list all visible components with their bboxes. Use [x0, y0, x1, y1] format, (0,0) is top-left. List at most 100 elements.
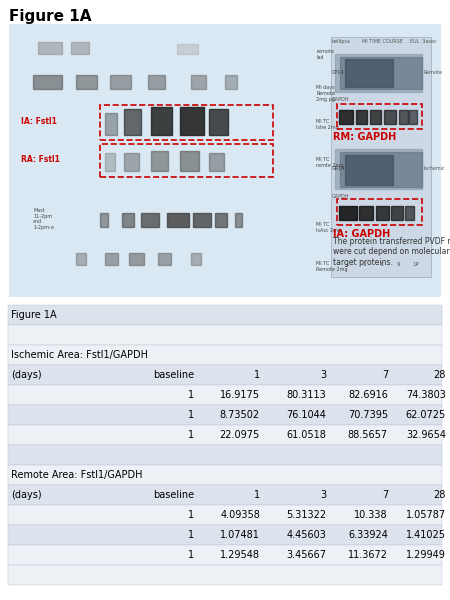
Bar	[8, 385, 442, 405]
Text: (days): (days)	[11, 370, 41, 380]
Bar	[76, 253, 86, 265]
Bar	[339, 206, 356, 220]
Bar	[100, 144, 273, 177]
Text: 28: 28	[434, 490, 446, 500]
Text: 1: 1	[188, 410, 194, 420]
Bar	[339, 110, 353, 124]
Text: GAPDH: GAPDH	[332, 97, 349, 102]
Bar	[356, 110, 367, 124]
Text: 10.338: 10.338	[355, 510, 388, 520]
Text: Figure 1A: Figure 1A	[9, 9, 91, 24]
Bar	[8, 345, 442, 365]
Bar	[8, 505, 442, 525]
Bar	[72, 42, 89, 54]
Text: baseline: baseline	[153, 490, 194, 500]
Bar	[340, 57, 422, 89]
Bar	[105, 153, 115, 171]
Bar	[345, 155, 393, 185]
Text: 9: 9	[397, 263, 400, 268]
Bar	[360, 206, 373, 220]
Text: 82.6916: 82.6916	[348, 390, 388, 400]
Bar	[148, 75, 166, 89]
Text: 1: 1	[254, 370, 260, 380]
Bar	[177, 44, 198, 54]
Text: 1.29949: 1.29949	[406, 550, 446, 560]
Text: 70.7395: 70.7395	[348, 410, 388, 420]
Bar	[340, 152, 422, 187]
Text: (days): (days)	[11, 490, 41, 500]
Bar	[338, 199, 422, 225]
Text: 8.73502: 8.73502	[220, 410, 260, 420]
Bar	[8, 325, 442, 345]
Text: 7: 7	[382, 370, 388, 380]
Text: 3: 3	[320, 490, 326, 500]
Bar	[338, 104, 422, 129]
Bar	[122, 213, 134, 227]
Bar	[124, 109, 141, 135]
Text: Mast
11-2pm
and
1-2pm-o: Mast 11-2pm and 1-2pm-o	[33, 208, 54, 230]
Text: Remote Area: Fstl1/GAPDH: Remote Area: Fstl1/GAPDH	[11, 470, 143, 480]
Text: 5.31322: 5.31322	[286, 510, 326, 520]
Text: MI TC
Remote 2mg: MI TC Remote 2mg	[316, 261, 348, 272]
Bar	[331, 37, 432, 277]
Bar	[345, 59, 393, 87]
Text: MI TC
remte 2mg: MI TC remte 2mg	[316, 157, 344, 168]
Bar	[370, 110, 382, 124]
Text: 62.0725: 62.0725	[406, 410, 446, 420]
Bar	[8, 305, 442, 325]
Bar	[194, 213, 211, 227]
Bar	[8, 445, 442, 465]
Text: 1: 1	[380, 263, 383, 268]
Text: 6.33924: 6.33924	[348, 530, 388, 540]
Bar	[100, 105, 273, 140]
Bar	[209, 109, 228, 135]
Text: 1.41025: 1.41025	[406, 530, 446, 540]
Text: GAPDH: GAPDH	[332, 194, 349, 199]
Text: RA: Fstl1: RA: Fstl1	[21, 155, 59, 164]
Bar	[399, 110, 408, 124]
Text: Figure 1A: Figure 1A	[11, 310, 57, 320]
Text: 1.29548: 1.29548	[220, 550, 260, 560]
Bar	[8, 545, 442, 565]
Bar	[8, 405, 442, 425]
Text: 1P: 1P	[413, 263, 419, 268]
Bar	[8, 365, 442, 385]
Text: 4.45603: 4.45603	[286, 530, 326, 540]
Bar	[216, 213, 227, 227]
Bar	[151, 107, 172, 135]
Text: 11.3672: 11.3672	[348, 550, 388, 560]
Text: Ischemic: Ischemic	[424, 166, 446, 172]
Text: MI TC
Ishe 2mg: MI TC Ishe 2mg	[316, 119, 339, 130]
Text: baseline: baseline	[153, 370, 194, 380]
Text: 4.09358: 4.09358	[220, 510, 260, 520]
Text: 80.3113: 80.3113	[286, 390, 326, 400]
Bar	[391, 206, 403, 220]
Text: 74.3803: 74.3803	[406, 390, 446, 400]
Text: EUL  3asec: EUL 3asec	[410, 39, 437, 44]
Text: >: >	[345, 263, 349, 268]
Text: 1: 1	[188, 530, 194, 540]
Text: remote
lad: remote lad	[316, 49, 334, 60]
Bar	[405, 206, 414, 220]
Text: GR14: GR14	[332, 166, 345, 172]
Text: 1.05787: 1.05787	[406, 510, 446, 520]
Bar	[8, 425, 442, 445]
Bar	[376, 206, 389, 220]
Bar	[410, 110, 417, 124]
Bar	[191, 253, 201, 265]
Bar	[209, 153, 224, 171]
Text: 88.5657: 88.5657	[348, 430, 388, 440]
Bar	[8, 565, 442, 585]
Text: 1: 1	[188, 550, 194, 560]
Text: MI days
Remote
2mg pg: MI days Remote 2mg pg	[316, 85, 335, 101]
Bar	[180, 151, 199, 171]
Text: MI TIME COURSE: MI TIME COURSE	[362, 39, 403, 44]
Bar	[105, 253, 118, 265]
Text: MI TC
IsAsc 2mg: MI TC IsAsc 2mg	[316, 222, 341, 233]
Text: IA: GAPDH: IA: GAPDH	[333, 229, 390, 239]
Bar	[335, 149, 422, 189]
Bar	[38, 42, 62, 54]
Bar	[167, 213, 189, 227]
Text: 1: 1	[188, 510, 194, 520]
Bar	[110, 75, 131, 89]
